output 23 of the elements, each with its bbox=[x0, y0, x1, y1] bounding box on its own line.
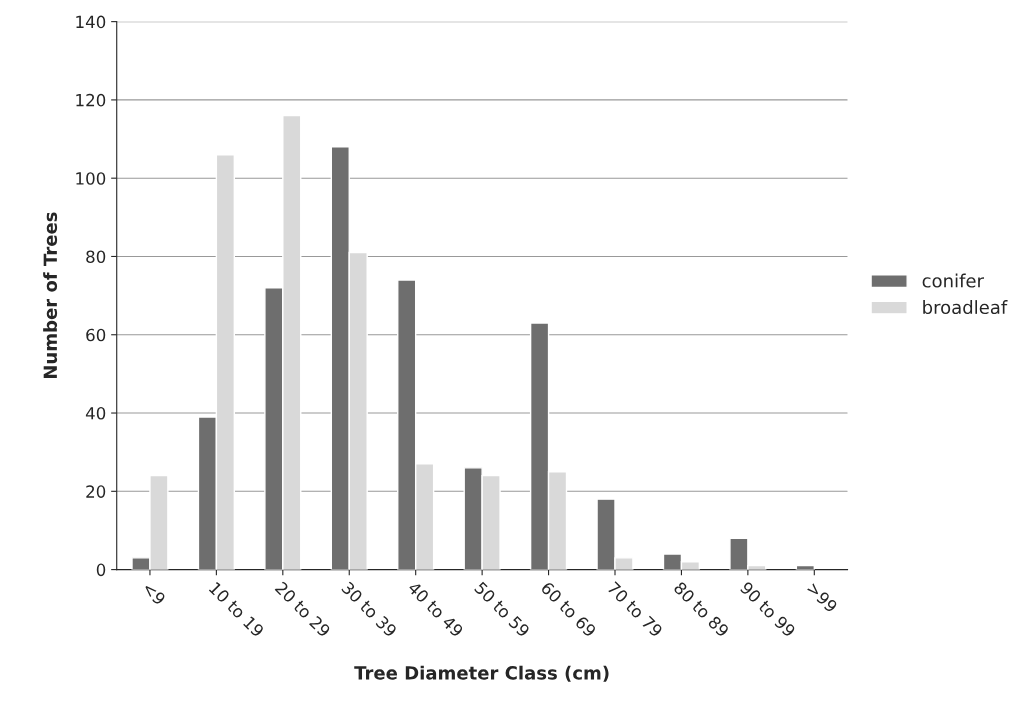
x-tick-label: 60 to 69 bbox=[540, 581, 597, 638]
x-tick-label: 90 to 99 bbox=[739, 580, 797, 638]
x-tick-label: 20 to 29 bbox=[274, 581, 332, 638]
y-tick-label: 120 bbox=[76, 93, 106, 107]
y-tick-label: 20 bbox=[86, 485, 106, 498]
y-tick-label: 0 bbox=[96, 563, 106, 577]
y-tick-label: 40 bbox=[85, 406, 106, 420]
x-tick-label: 80 to 89 bbox=[673, 581, 730, 638]
y-tick-label: 100 bbox=[76, 172, 106, 185]
x-tick-label: 50 to 59 bbox=[473, 581, 531, 638]
x-axis-title: Tree Diameter Class (cm) bbox=[354, 665, 609, 682]
legend-label: conifer bbox=[922, 273, 984, 288]
x-tick-label: <9 bbox=[142, 581, 167, 606]
y-axis-title: Number of Trees bbox=[43, 212, 58, 379]
y-tick-label: 80 bbox=[86, 250, 106, 264]
y-tick-label: 60 bbox=[86, 328, 106, 342]
x-tick-label: 30 to 39 bbox=[341, 581, 398, 638]
legend-label: broadleaf bbox=[923, 300, 1008, 315]
x-tick-label: >99 bbox=[806, 581, 839, 614]
x-tick-label: 10 to 19 bbox=[208, 581, 265, 638]
x-tick-label: 70 to 79 bbox=[606, 581, 664, 638]
x-tick-label: 40 to 49 bbox=[407, 580, 464, 638]
y-tick-label: 140 bbox=[76, 15, 106, 29]
